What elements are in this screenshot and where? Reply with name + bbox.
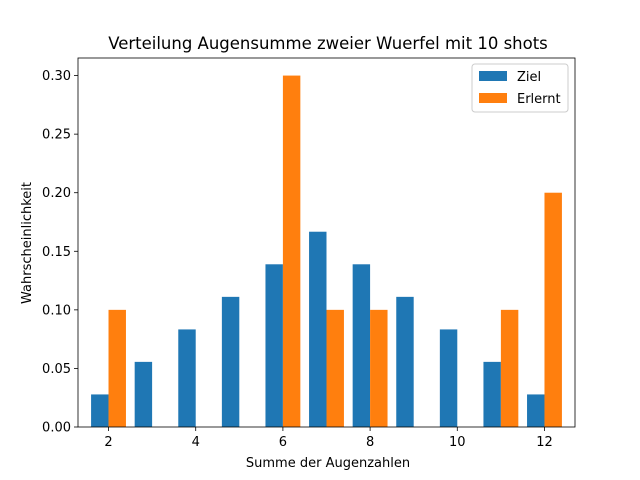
x-tick-label-2: 2 xyxy=(104,435,112,450)
bar-ziel-12 xyxy=(527,394,545,427)
bar-erlernt-2 xyxy=(108,309,126,427)
x-tick-label-8: 8 xyxy=(366,435,374,450)
bars xyxy=(91,75,562,428)
bar-ziel-2 xyxy=(91,394,109,427)
y-tick-label-2: 0.10 xyxy=(42,303,71,318)
bar-erlernt-7 xyxy=(326,309,344,427)
plot-frame xyxy=(77,57,576,428)
x-tick-label-6: 6 xyxy=(279,435,287,450)
bar-ziel-4 xyxy=(178,329,196,427)
legend: Ziel Erlernt xyxy=(471,63,569,113)
bar-ziel-7 xyxy=(309,231,327,427)
bar-ziel-3 xyxy=(134,361,153,427)
y-tick-label-5: 0.25 xyxy=(42,128,71,143)
x-tick-label-4: 4 xyxy=(192,435,200,450)
bar-ziel-10 xyxy=(439,329,458,427)
bar-erlernt-6 xyxy=(282,75,301,428)
y-tick-label-1: 0.05 xyxy=(42,362,71,377)
y-tick-label-3: 0.15 xyxy=(42,245,71,260)
y-axis-label: Wahrscheinlichkeit xyxy=(20,182,35,304)
legend-label-erlernt: Erlernt xyxy=(517,92,561,107)
x-tick-label-12: 12 xyxy=(536,435,553,450)
x-axis-label: Summe der Augenzahlen xyxy=(246,456,410,471)
x-tick-label-10: 10 xyxy=(449,435,466,450)
legend-swatch-ziel xyxy=(479,71,507,81)
legend-label-ziel: Ziel xyxy=(517,70,541,85)
bar-ziel-6 xyxy=(265,264,283,427)
bar-erlernt-12 xyxy=(544,192,562,427)
bar-ziel-11 xyxy=(483,361,501,427)
y-tick-label-0: 0.00 xyxy=(42,421,71,436)
bar-ziel-5 xyxy=(221,296,240,427)
y-tick-label-4: 0.20 xyxy=(42,186,71,201)
chart-title: Verteilung Augensumme zweier Wuerfel mit… xyxy=(108,34,548,53)
bar-ziel-9 xyxy=(396,296,414,427)
bar-erlernt-8 xyxy=(370,309,388,427)
bar-ziel-8 xyxy=(352,264,371,427)
y-tick-label-6: 0.30 xyxy=(42,69,71,84)
bar-erlernt-11 xyxy=(500,309,519,427)
legend-swatch-erlernt xyxy=(479,93,507,103)
axes: 2 4 6 8 10 12 0.00 0.05 0.10 0.15 0.20 0.25 0.30 xyxy=(42,57,576,450)
